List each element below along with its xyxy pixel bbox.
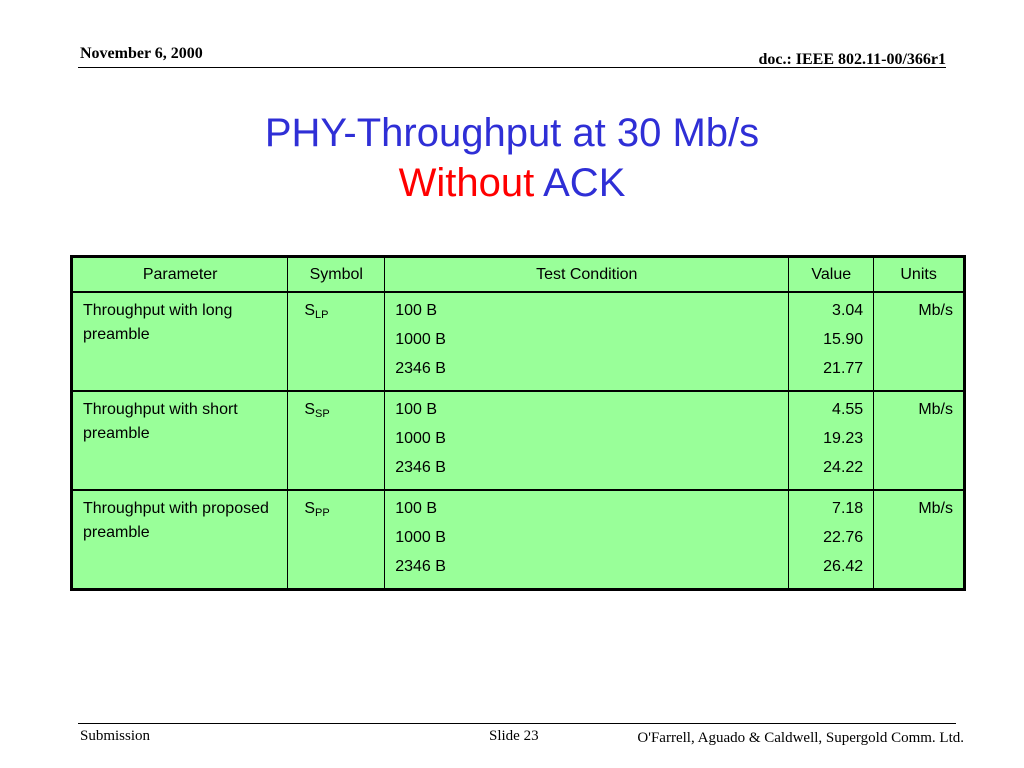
- table-row: Throughput with long preamble SLP 100 B …: [70, 292, 965, 392]
- header-rule: [78, 67, 946, 68]
- throughput-table: Parameter Symbol Test Condition Value Un…: [70, 255, 966, 591]
- throughput-value: 15.90: [823, 331, 864, 348]
- symbol-subscript: PP: [315, 507, 330, 519]
- col-header-symbol: Symbol: [287, 256, 386, 293]
- col-header-test-condition: Test Condition: [384, 256, 790, 293]
- throughput-value: 21.77: [823, 360, 864, 377]
- symbol-cell: SSP: [287, 391, 386, 491]
- condition-value: 1000 B: [395, 430, 446, 447]
- symbol-base: S: [304, 401, 316, 418]
- col-header-value: Value: [788, 256, 875, 293]
- col-header-parameter: Parameter: [70, 256, 289, 293]
- throughput-value: 19.23: [823, 430, 864, 447]
- symbol-subscript: LP: [315, 309, 329, 321]
- test-condition-cell: 100 B 1000 B 2346 B: [384, 391, 790, 491]
- condition-value: 100 B: [395, 302, 437, 319]
- title-ack-word: ACK: [534, 161, 626, 205]
- value-cell: 3.04 15.90 21.77: [788, 292, 875, 392]
- condition-value: 1000 B: [395, 331, 446, 348]
- footer-submission: Submission: [80, 728, 151, 744]
- test-condition-cell: 100 B 1000 B 2346 B: [384, 490, 790, 591]
- footer-slide-number: Slide 23: [489, 728, 539, 744]
- parameter-cell: Throughput with short preamble: [70, 391, 289, 491]
- condition-value: 100 B: [395, 401, 437, 418]
- title-line-1: PHY-Throughput at 30 Mb/s: [264, 111, 760, 155]
- value-cell: 7.18 22.76 26.42: [788, 490, 875, 591]
- throughput-value: 7.18: [832, 500, 864, 517]
- test-condition-cell: 100 B 1000 B 2346 B: [384, 292, 790, 392]
- table-row: Throughput with short preamble SSP 100 B…: [70, 391, 965, 491]
- throughput-value: 3.04: [832, 302, 864, 319]
- throughput-table-container: Parameter Symbol Test Condition Value Un…: [70, 255, 966, 591]
- symbol-subscript: SP: [315, 408, 330, 420]
- title-line-2: Without ACK: [0, 158, 1024, 208]
- symbol-base: S: [304, 302, 316, 319]
- throughput-value: 4.55: [832, 401, 864, 418]
- condition-value: 1000 B: [395, 529, 446, 546]
- throughput-value: 24.22: [823, 459, 864, 476]
- footer-rule: [78, 723, 956, 724]
- throughput-value: 22.76: [823, 529, 864, 546]
- symbol-cell: SLP: [287, 292, 386, 392]
- table-header-row: Parameter Symbol Test Condition Value Un…: [70, 256, 965, 293]
- symbol-cell: SPP: [287, 490, 386, 591]
- units-cell: Mb/s: [873, 391, 965, 491]
- col-header-units: Units: [873, 256, 965, 293]
- condition-value: 100 B: [395, 500, 437, 517]
- symbol-base: S: [304, 500, 316, 517]
- title-without-word: Without: [398, 161, 535, 205]
- condition-value: 2346 B: [395, 558, 446, 575]
- parameter-cell: Throughput with proposed preamble: [70, 490, 289, 591]
- units-cell: Mb/s: [873, 490, 965, 591]
- condition-value: 2346 B: [395, 459, 446, 476]
- header-doc-id: doc.: IEEE 802.11-00/366r1: [758, 51, 946, 68]
- header-date: November 6, 2000: [80, 45, 203, 62]
- slide-title: PHY-Throughput at 30 Mb/s Without ACK: [0, 108, 1024, 208]
- footer-authors: O'Farrell, Aguado & Caldwell, Supergold …: [637, 730, 964, 746]
- table-row: Throughput with proposed preamble SPP 10…: [70, 490, 965, 591]
- throughput-value: 26.42: [823, 558, 864, 575]
- value-cell: 4.55 19.23 24.22: [788, 391, 875, 491]
- parameter-cell: Throughput with long preamble: [70, 292, 289, 392]
- condition-value: 2346 B: [395, 360, 446, 377]
- units-cell: Mb/s: [873, 292, 965, 392]
